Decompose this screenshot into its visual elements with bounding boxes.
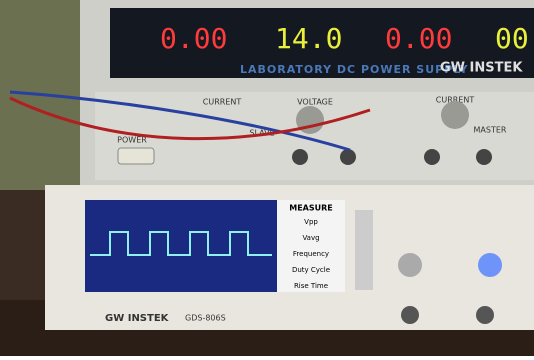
- panel-label: CURRENT: [203, 98, 242, 107]
- display-reading: 14.0: [275, 22, 342, 55]
- measure-title: MEASURE: [289, 204, 333, 213]
- panel-label: MASTER: [474, 126, 507, 135]
- indicator-light: [478, 253, 502, 277]
- panel-label: VOLTAGE: [297, 98, 333, 107]
- scope-model: GDS-806S: [185, 314, 226, 323]
- measurement-label: Duty Cycle: [292, 266, 330, 274]
- measurement-label: Vpp: [304, 218, 318, 226]
- photo: 0.00 14.0 0.00 00 LABORATORY DC POWER SUPPL…: [0, 0, 534, 356]
- measurement-label: Vavg: [302, 234, 319, 242]
- knob: [398, 253, 422, 277]
- terminal: [340, 149, 356, 165]
- terminal: [292, 149, 308, 165]
- supply-label: LABORATORY DC POWER SUPPLY: [240, 63, 469, 76]
- supply-brand: GW INSTEK: [440, 61, 523, 76]
- measurement-label: Frequency: [293, 250, 329, 258]
- side-buttons: [355, 210, 373, 290]
- power-button: [118, 148, 154, 164]
- connector: [476, 306, 494, 324]
- page: 0.00 14.0 0.00 00 LABORATORY DC POWER SUPPL…: [0, 0, 534, 356]
- connector: [401, 306, 419, 324]
- scope-brand: GW INSTEK: [105, 313, 170, 324]
- knob: [441, 101, 469, 129]
- measurement-label: Rise Time: [294, 282, 328, 290]
- terminal: [476, 149, 492, 165]
- measure-panel: [277, 200, 345, 292]
- terminal: [424, 149, 440, 165]
- display-reading: 0.00: [160, 22, 227, 55]
- display-reading: 0.00: [385, 22, 452, 55]
- display-reading: 00: [495, 22, 529, 55]
